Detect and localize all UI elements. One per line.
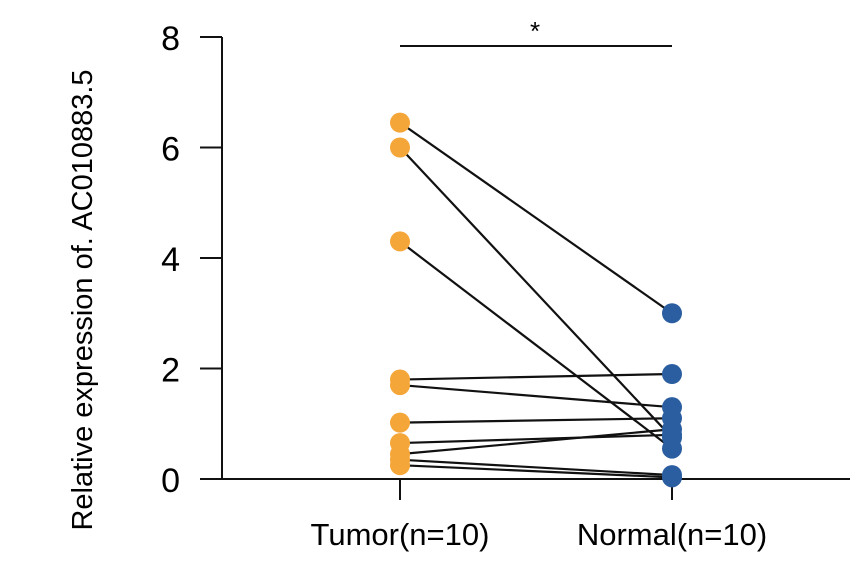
significance-star: *	[530, 16, 540, 46]
tumor-point-6	[390, 412, 410, 433]
tumor-point-1	[390, 112, 410, 133]
y-tick-label-4: 4	[161, 241, 180, 279]
data-points	[390, 112, 682, 488]
pair-line-10	[399, 464, 673, 479]
normal-point-3	[662, 438, 682, 459]
normal-point-8	[662, 419, 682, 440]
pair-line-2	[399, 146, 673, 439]
tumor-point-10	[390, 455, 410, 476]
x-ticks: Tumor(n=10) Normal(n=10)	[311, 479, 767, 552]
normal-point-1	[662, 303, 682, 324]
tumor-point-5	[390, 375, 410, 396]
pair-line-3	[399, 240, 673, 450]
y-tick-label-8: 8	[161, 20, 180, 58]
pair-lines	[399, 121, 673, 479]
pair-line-4	[399, 372, 673, 381]
y-ticks: 0 2 4 6 8	[161, 20, 222, 500]
y-axis-label: Relative expression of. AC010883.5	[67, 69, 99, 530]
axes	[221, 37, 850, 480]
normal-point-4	[662, 364, 682, 385]
pair-line-1	[399, 121, 673, 315]
pair-line-8	[399, 428, 673, 456]
tumor-point-3	[390, 231, 410, 252]
x-category-label-normal: Normal(n=10)	[577, 517, 767, 552]
significance-annotation: *	[400, 16, 672, 47]
pair-line-6	[399, 417, 673, 424]
pair-line-5	[399, 383, 673, 409]
x-category-label-tumor: Tumor(n=10)	[311, 517, 490, 552]
pair-line-9	[399, 458, 673, 477]
normal-point-10	[662, 467, 682, 488]
tumor-point-2	[390, 137, 410, 158]
y-tick-label-2: 2	[161, 352, 180, 390]
y-tick-label-6: 6	[161, 131, 180, 169]
y-tick-label-0: 0	[161, 462, 180, 500]
pair-line-7	[399, 433, 673, 445]
